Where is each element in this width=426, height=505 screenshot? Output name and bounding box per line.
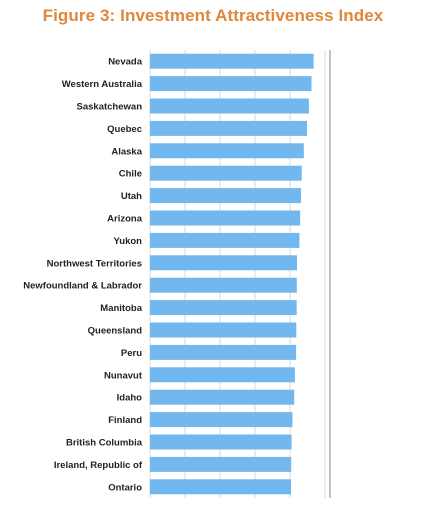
category-label: Northwest Territories: [47, 258, 142, 269]
category-label: Manitoba: [100, 303, 142, 314]
bar: [150, 76, 312, 92]
category-label: Chile: [119, 169, 142, 180]
category-label: Alaska: [111, 146, 142, 157]
category-label: Finland: [108, 415, 142, 426]
bar: [150, 434, 292, 450]
category-label: Ireland, Republic of: [54, 460, 143, 471]
bar: [150, 120, 307, 136]
category-label: Nevada: [108, 57, 143, 68]
bar: [150, 210, 301, 226]
category-label: Peru: [121, 348, 142, 359]
bar: [150, 98, 309, 114]
bar: [150, 53, 314, 69]
bar: [150, 456, 292, 472]
bar: [150, 165, 302, 181]
bar: [150, 344, 297, 360]
bar: [150, 277, 297, 293]
category-label: Yukon: [113, 236, 142, 247]
category-label: Quebec: [107, 124, 142, 135]
bar: [150, 255, 297, 271]
grid: [149, 50, 326, 498]
category-labels: Nevada Western Australia Saskatchewan Quebe…: [23, 57, 143, 494]
bar: [150, 479, 292, 495]
category-label: Newfoundland & Labrador: [23, 281, 142, 292]
category-label: Saskatchewan: [77, 102, 143, 113]
category-label: Utah: [121, 191, 142, 202]
bar: [150, 188, 302, 204]
bar: [150, 143, 304, 159]
bar: [150, 300, 297, 316]
bar: [150, 367, 295, 383]
bar-series: [150, 53, 314, 495]
bar: [150, 412, 293, 428]
category-label: British Columbia: [66, 438, 143, 449]
category-label: Western Australia: [62, 79, 143, 90]
category-label: Ontario: [108, 482, 142, 493]
category-label: Idaho: [117, 393, 143, 404]
category-label: Arizona: [107, 214, 143, 225]
bar: [150, 322, 297, 338]
chart-title: Figure 3: Investment Attractiveness Inde…: [42, 6, 384, 25]
bar: [150, 232, 300, 248]
category-label: Queensland: [88, 326, 143, 337]
category-label: Nunavut: [104, 370, 143, 381]
bar: [150, 389, 295, 405]
